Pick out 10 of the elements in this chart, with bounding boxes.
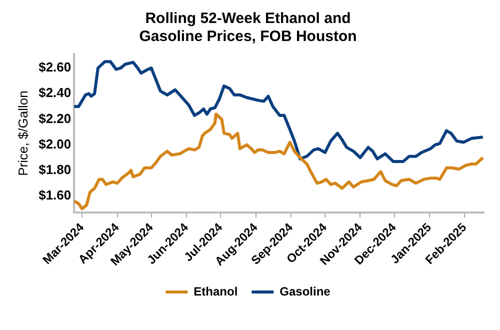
y-tick-label: $2.60 (38, 60, 72, 75)
y-tick-label: $1.60 (38, 188, 72, 203)
y-tick-label: $1.80 (38, 162, 72, 177)
chart-title: Rolling 52-Week Ethanol and Gasoline Prices, FOB Houston (139, 10, 357, 46)
y-tick-label: $2.20 (38, 110, 72, 126)
y-tick-label: $2.40 (38, 85, 72, 100)
y-tick-label: $2.00 (38, 136, 72, 152)
legend-label: Ethanol (194, 284, 238, 298)
y-axis-title: Price, $/Gallon (15, 90, 30, 176)
legend-label: Gasoline (280, 284, 331, 298)
